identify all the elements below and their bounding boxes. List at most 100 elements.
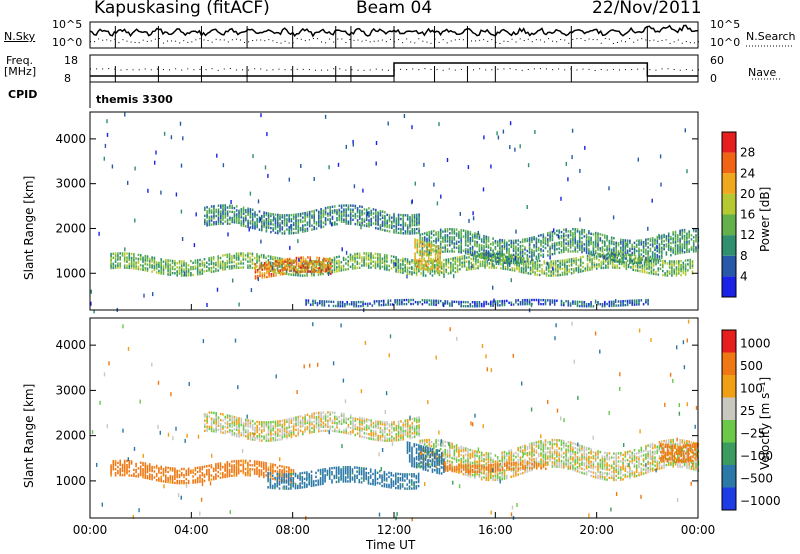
heatmap-cell [414, 256, 416, 259]
heatmap-cell [309, 270, 311, 273]
nsearch-dot [122, 39, 124, 41]
nsearch-dot [698, 41, 699, 43]
heatmap-cell [630, 254, 632, 257]
heatmap-cell [337, 302, 339, 306]
heatmap-cell [331, 467, 333, 470]
heatmap-cell [338, 204, 341, 207]
heatmap-cell [265, 474, 267, 477]
heatmap-cell [233, 211, 236, 214]
heatmap-cell [342, 268, 345, 272]
heatmap-cell [406, 216, 409, 219]
heatmap-cell [226, 259, 229, 262]
heatmap-cell [265, 462, 267, 465]
heatmap-cell [413, 271, 416, 274]
heatmap-cell [476, 236, 478, 240]
heatmap-cell [114, 459, 117, 463]
nave-dot [235, 69, 237, 71]
heatmap-cell [362, 300, 364, 304]
heatmap-cell [683, 236, 686, 240]
heatmap-cell [597, 246, 599, 249]
heatmap-cell [625, 263, 628, 266]
heatmap-cell [568, 268, 571, 271]
heatmap-cell [413, 267, 416, 270]
heatmap-cell [550, 262, 552, 265]
heatmap-cell [535, 243, 538, 246]
heatmap-cell [237, 258, 240, 261]
heatmap-cell [514, 256, 517, 261]
heatmap-cell [334, 221, 336, 224]
heatmap-cell [215, 463, 217, 466]
heatmap-cell [235, 468, 238, 471]
heatmap-cell [299, 218, 302, 222]
heatmap-cell [528, 298, 531, 302]
heatmap-cell [251, 254, 254, 257]
heatmap-cell [144, 258, 147, 262]
heatmap-cell [379, 261, 381, 264]
heatmap-cell [247, 465, 249, 469]
heatmap-cell [213, 213, 215, 216]
heatmap-cell [667, 246, 670, 249]
heatmap-cell [266, 267, 268, 271]
heatmap-cell [287, 487, 290, 490]
heatmap-cell [328, 165, 330, 170]
heatmap-cell [586, 258, 589, 262]
heatmap-cell [128, 258, 131, 261]
heatmap-cell [123, 252, 126, 255]
heatmap-cell [270, 222, 272, 226]
heatmap-cell [631, 247, 633, 251]
heatmap-cell [328, 467, 331, 470]
heatmap-cell [508, 251, 510, 255]
heatmap-cell [453, 244, 456, 247]
heatmap-cell [493, 256, 495, 259]
heatmap-cell [176, 471, 178, 475]
heatmap-cell [130, 260, 133, 264]
heatmap-cell [647, 260, 649, 263]
heatmap-cell [679, 239, 681, 243]
heatmap-cell [293, 269, 295, 272]
heatmap-cell [463, 261, 466, 264]
heatmap-cell [110, 266, 112, 270]
heatmap-cell [308, 216, 311, 220]
heatmap-cell [517, 303, 519, 306]
heatmap-cell [240, 214, 243, 217]
heatmap-cell [153, 258, 156, 262]
heatmap-cell [224, 253, 226, 257]
heatmap-cell [483, 255, 485, 258]
heatmap-cell [133, 255, 135, 258]
heatmap-cell [219, 468, 222, 471]
heatmap-cell [573, 267, 575, 271]
heatmap-cell [414, 252, 416, 255]
heatmap-cell [421, 260, 423, 264]
heatmap-cell [328, 300, 330, 303]
heatmap-cell [410, 302, 412, 306]
heatmap-cell [636, 257, 639, 260]
heatmap-cell [328, 477, 331, 480]
heatmap-cell [517, 239, 519, 242]
heatmap-cell [254, 271, 257, 274]
heatmap-cell [439, 252, 441, 255]
heatmap-cell [174, 481, 176, 485]
heatmap-cell [420, 264, 422, 267]
heatmap-cell [292, 215, 295, 219]
heatmap-cell [377, 213, 379, 216]
nsearch-dot [511, 38, 513, 40]
heatmap-cell [363, 220, 366, 223]
nsearch-dot [414, 42, 416, 44]
heatmap-cell [235, 462, 238, 465]
heatmap-cell [604, 234, 606, 237]
heatmap-cell [178, 260, 181, 263]
nsearch-dot [677, 39, 679, 41]
heatmap-cell [338, 255, 340, 258]
heatmap-cell [307, 262, 309, 265]
heatmap-cell [662, 263, 664, 267]
heatmap-cell [117, 465, 119, 469]
heatmap-cell [460, 231, 462, 234]
heatmap-cell [217, 462, 219, 466]
heatmap-cell [363, 260, 365, 263]
heatmap-cell [499, 258, 501, 262]
heatmap-cell [317, 481, 320, 484]
heatmap-cell [467, 305, 469, 308]
heatmap-cell [526, 239, 529, 243]
heatmap-cell [329, 214, 331, 217]
